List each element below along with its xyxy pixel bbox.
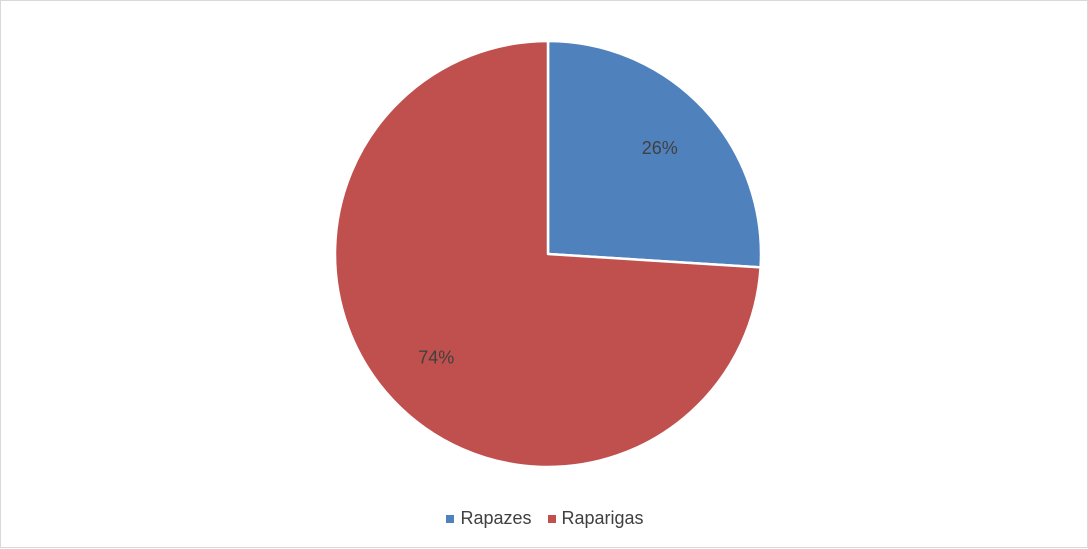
legend-label-raparigas: Raparigas [561,508,644,528]
pie-slice-rapazes [546,39,763,269]
legend: Rapazes Raparigas [1,508,1088,529]
legend-item-raparigas: Raparigas [547,508,644,529]
pie-data-labels: 26% 74% [418,138,678,368]
legend-label-rapazes: Rapazes [460,508,532,528]
pie-slices [333,39,763,469]
data-label-rapazes: 26% [642,138,678,158]
legend-swatch-rapazes [446,514,455,523]
pie-slice-raparigas [333,39,762,469]
legend-item-rapazes: Rapazes [446,508,532,529]
data-label-raparigas: 74% [418,348,454,368]
legend-swatch-raparigas [547,514,556,523]
